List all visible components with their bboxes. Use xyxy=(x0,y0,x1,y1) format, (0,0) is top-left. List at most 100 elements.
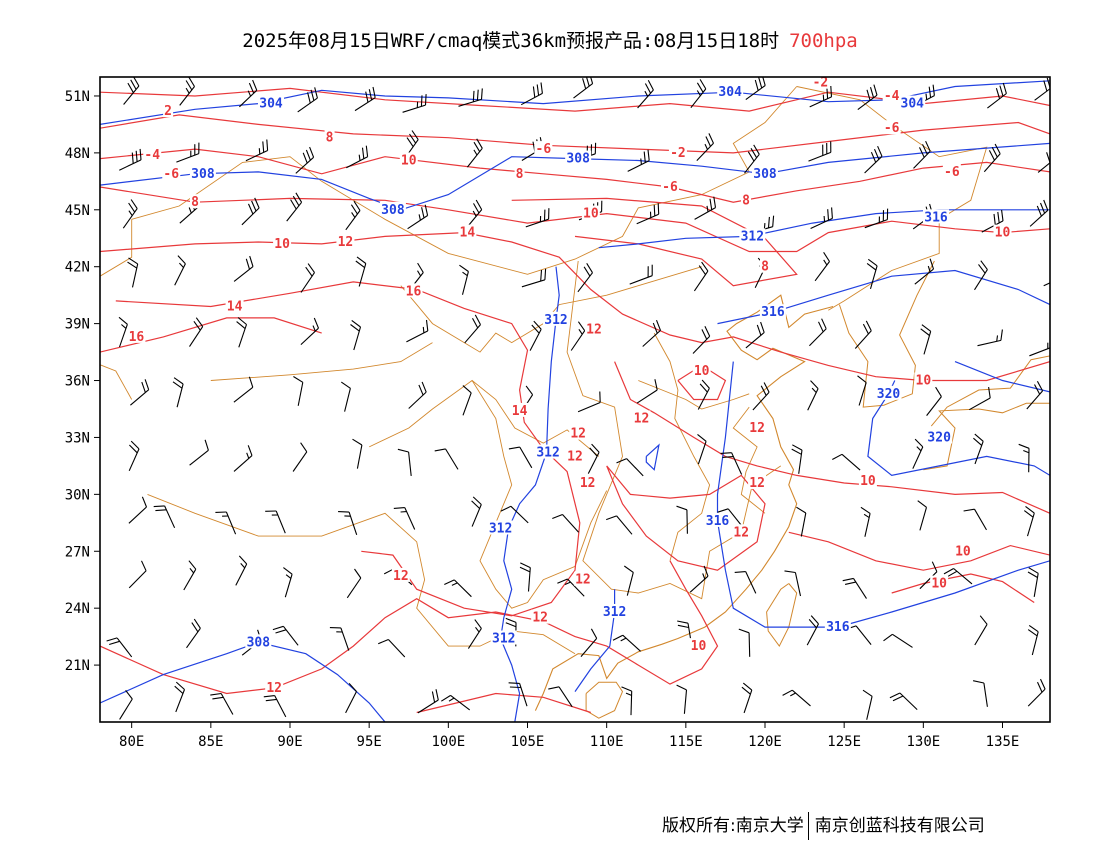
wind-barb xyxy=(350,319,362,351)
wind-barb xyxy=(963,508,987,531)
temperature-label-backdrop xyxy=(585,321,603,336)
wind-barb xyxy=(265,510,286,534)
province-border xyxy=(210,342,433,381)
geopotential-isoline xyxy=(100,641,386,722)
wind-barb xyxy=(1026,380,1044,410)
province-border xyxy=(653,332,711,561)
wind-barb xyxy=(122,199,138,229)
wind-barb xyxy=(587,443,600,474)
geopotential-label-backdrop xyxy=(487,520,514,535)
wind-barb xyxy=(570,321,586,351)
wind-barb xyxy=(297,87,318,113)
wind-barb xyxy=(406,319,429,343)
wind-barb xyxy=(857,375,867,406)
copyright-text: 版权所有:南京大学 xyxy=(662,816,804,836)
temperature-label: -2 xyxy=(813,76,829,91)
contour-labels: 2-2-2-4-4-6-6-6-6-6888881010101010101010… xyxy=(127,74,1012,696)
wind-barb xyxy=(355,256,367,287)
wind-barb xyxy=(926,386,942,416)
wind-barb xyxy=(402,94,427,113)
temperature-label: 8 xyxy=(742,193,750,208)
temperature-contours xyxy=(100,87,1050,714)
wind-barb xyxy=(809,318,827,347)
wind-barb xyxy=(118,316,128,348)
geopotential-label-backdrop xyxy=(926,429,953,444)
wind-barb xyxy=(580,628,598,657)
temperature-label: 12 xyxy=(393,569,409,584)
temperature-label: 8 xyxy=(516,167,524,182)
wind-barb xyxy=(119,148,142,171)
wind-barb xyxy=(241,197,260,226)
wind-barb xyxy=(441,694,471,711)
map-frame xyxy=(99,76,1051,723)
temperature-label: 14 xyxy=(227,300,243,315)
wind-barb xyxy=(612,634,641,652)
wind-barb xyxy=(519,562,531,592)
wind-barb xyxy=(189,317,204,347)
wind-barb xyxy=(444,579,472,598)
lat-tick-label: 33N xyxy=(65,430,90,446)
geopotential-isoline xyxy=(867,380,1050,477)
wind-barb xyxy=(917,500,928,531)
geopotential-label-backdrop xyxy=(379,201,406,216)
geopotential-label: 320 xyxy=(877,387,901,402)
wind-barb xyxy=(734,571,757,594)
geopotential-label: 308 xyxy=(381,203,405,218)
wind-barb xyxy=(119,689,133,720)
geopotential-label: 308 xyxy=(753,167,777,182)
map-title: 2025年08月15日WRF/cmaq模式36km预报产品:08月15日18时 7… xyxy=(0,26,1100,53)
geopotential-label-backdrop xyxy=(704,512,731,527)
wind-barb xyxy=(889,692,918,710)
wind-barb xyxy=(842,577,867,599)
temperature-label-backdrop xyxy=(534,141,553,156)
geopotential-label: 312 xyxy=(544,313,567,328)
temperature-label-backdrop xyxy=(162,165,181,180)
wind-barb xyxy=(176,142,200,163)
temperature-label-backdrop xyxy=(566,448,584,463)
geopotential-label: 316 xyxy=(924,210,948,225)
wind-barb xyxy=(346,145,369,169)
wind-barb xyxy=(694,196,717,220)
wind-barb xyxy=(745,321,765,349)
wind-barb xyxy=(340,381,351,412)
taiwan-island xyxy=(766,583,798,648)
geopotential-label-backdrop xyxy=(601,603,628,618)
temperature-label: 16 xyxy=(406,284,422,299)
wind-barb xyxy=(417,689,439,714)
wind-barb xyxy=(471,496,482,527)
wind-barb xyxy=(233,376,254,403)
temperature-label-backdrop xyxy=(748,474,767,489)
wind-barb xyxy=(577,263,593,293)
temperature-label: 10 xyxy=(916,374,932,389)
wind-barb xyxy=(977,329,1003,347)
wind-barb xyxy=(752,382,770,411)
temperature-label-backdrop xyxy=(573,571,592,586)
wind-barb xyxy=(860,506,871,537)
wind-barb xyxy=(215,511,237,535)
wind-barb xyxy=(857,84,878,111)
wind-barb xyxy=(745,77,766,101)
lon-tick-label: 100E xyxy=(431,734,465,750)
wind-barb xyxy=(697,433,707,465)
province-border xyxy=(369,379,600,457)
temperature-label-backdrop xyxy=(930,575,949,590)
temperature-label: 14 xyxy=(512,404,528,419)
geopotential-label-backdrop xyxy=(189,165,216,180)
temperature-label-backdrop xyxy=(581,205,600,220)
temperature-label: 8 xyxy=(326,131,334,146)
wind-barb xyxy=(153,505,176,529)
province-border xyxy=(131,86,798,275)
lat-tick-label: 48N xyxy=(65,146,90,162)
wind-barb xyxy=(130,379,150,406)
pressure-level-label: 700hpa xyxy=(789,30,858,52)
temperature-label: 12 xyxy=(733,525,749,540)
temperature-isotherm xyxy=(100,87,1050,112)
temperature-label-backdrop xyxy=(510,402,529,417)
wind-barb xyxy=(809,85,833,108)
wind-barb xyxy=(629,264,653,285)
temperature-label-backdrop xyxy=(578,474,597,489)
wind-barb xyxy=(407,204,429,230)
temperature-label: 10 xyxy=(860,474,876,489)
wind-barb xyxy=(987,82,1007,109)
wind-barb xyxy=(408,381,427,409)
